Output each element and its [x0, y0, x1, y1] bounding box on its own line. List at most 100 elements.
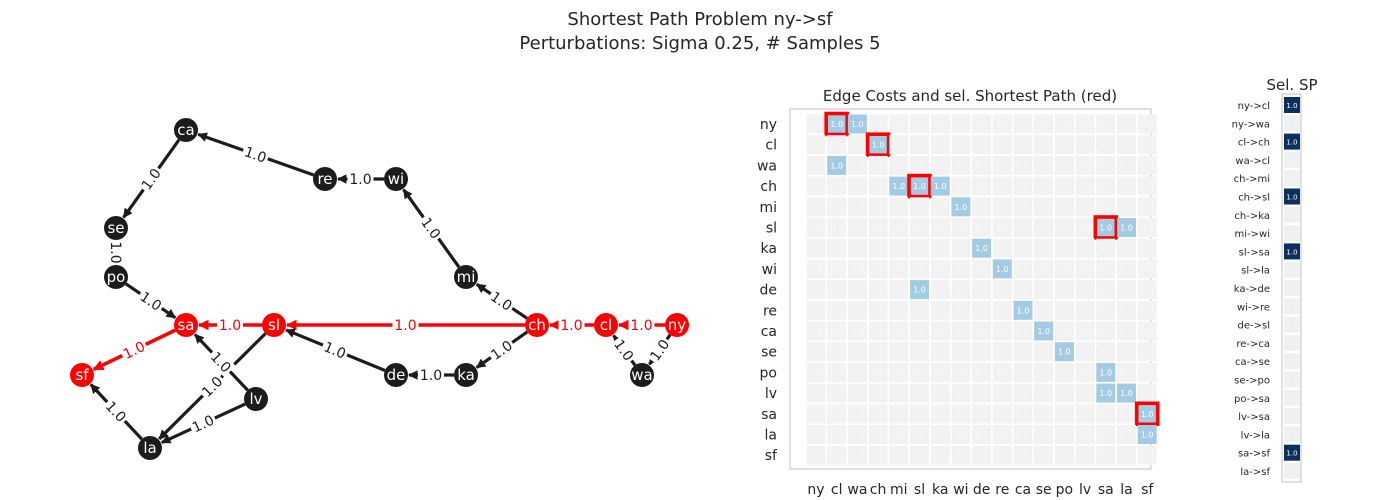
graph-node-re — [313, 167, 337, 191]
matrix-row-label-se: se — [761, 345, 777, 361]
matrix-cell-ca-sf — [1137, 321, 1157, 341]
matrix-cell-value-re-cl: 0.0 — [830, 306, 843, 315]
graph-node-label-sa: sa — [177, 316, 194, 334]
matrix-cell-cl-re — [992, 135, 1012, 155]
matrix-cell-value-sf-po: 0.0 — [1058, 451, 1071, 460]
matrix-col-label-sl: sl — [914, 482, 925, 498]
matrix-cell-value-lv-de: 0.0 — [975, 389, 988, 398]
matrix-cell-ch-ka — [930, 176, 950, 196]
matrix-cell-se-lv — [1075, 342, 1095, 362]
matrix-cell-value-cl-sl: 0.0 — [913, 141, 926, 150]
matrix-cell-wa-de — [972, 155, 992, 175]
matrix-path-highlight-ny-cl — [824, 111, 850, 137]
matrix-path-highlight-cl-ch — [865, 132, 891, 157]
matrix-cell-value-ch-ka: 1.0 — [934, 182, 947, 191]
sel-sp-cell-se->po — [1284, 371, 1300, 388]
sel-sp-row-labels: ny->cl ny->wa cl->ch wa->cl ch->mi ch->sl ch->… — [1232, 101, 1271, 478]
matrix-cell-value-cl-po: 0.0 — [1058, 141, 1071, 150]
matrix-cell-value-de-wa: 0.0 — [851, 286, 864, 295]
graph-node-label-sl: sl — [268, 316, 280, 334]
matrix-cell-sf-sf — [1137, 445, 1157, 465]
matrix-cell-sl-po — [1054, 218, 1074, 237]
matrix-cells: 0.0 1.0 1.0 0.0 0.0 0.0 0.0 0.0 0.0 0.0 0.0 0.0 0.0 0… — [806, 111, 1160, 465]
matrix-cell-value-ka-wa: 0.0 — [851, 244, 864, 253]
graph-node-label-de: de — [387, 366, 406, 384]
matrix-cell-value-la-la: 0.0 — [1120, 431, 1133, 440]
matrix-cell-value-la-sa: 0.0 — [1099, 431, 1112, 440]
matrix-cell-value-de-ch: 0.0 — [872, 286, 885, 295]
matrix-cell-la-sl — [910, 425, 929, 444]
matrix-cell-value-re-re: 0.0 — [996, 306, 1009, 315]
matrix-cell-ny-re — [992, 114, 1012, 134]
matrix-cell-value-ka-sa: 0.0 — [1099, 244, 1112, 253]
matrix-cell-re-wa — [847, 300, 867, 320]
matrix-cell-value-la-po: 0.0 — [1058, 431, 1071, 440]
matrix-cell-value-sa-sl: 0.0 — [913, 410, 926, 419]
matrix-cell-value-ny-wa: 1.0 — [851, 120, 864, 129]
matrix-cell-value-po-ka: 0.0 — [934, 368, 947, 377]
sel-sp-value-sa->sf: 1.0 — [1286, 450, 1297, 458]
matrix-cell-value-lv-cl: 0.0 — [830, 389, 843, 398]
matrix-cell-value-wa-de: 0.0 — [975, 161, 988, 170]
matrix-cell-lv-wi — [951, 383, 971, 403]
matrix-cell-ny-lv — [1075, 114, 1095, 134]
sel-sp-cell-cl->ch — [1284, 133, 1300, 150]
matrix-cell-value-la-ca: 0.0 — [1017, 431, 1030, 440]
graph-edge-label-ny-cl: 1.0 — [630, 318, 652, 334]
sel-sp-row-label-la->sf: la->sf — [1240, 467, 1270, 478]
matrix-cell-wa-lv — [1075, 155, 1095, 175]
matrix-cell-re-de — [972, 300, 992, 320]
matrix-row-label-wa: wa — [757, 158, 777, 174]
matrix-cell-value-wi-sl: 0.0 — [913, 265, 926, 274]
matrix-cell-de-lv — [1075, 280, 1095, 300]
matrix-cell-sf-de — [972, 445, 992, 465]
matrix-cell-value-re-wa: 0.0 — [851, 306, 864, 315]
matrix-cell-sl-sa — [1096, 218, 1116, 237]
matrix-cell-value-sa-sa: 0.0 — [1099, 410, 1112, 419]
matrix-cell-po-wa — [847, 362, 867, 382]
matrix-cell-value-cl-de: 0.0 — [975, 141, 988, 150]
sel-sp-value-de->sl: 0.0 — [1286, 322, 1297, 330]
matrix-cell-re-sl — [910, 300, 929, 320]
matrix-cell-se-mi — [889, 342, 909, 362]
matrix-cell-value-cl-re: 0.0 — [996, 141, 1009, 150]
matrix-cell-lv-sf — [1137, 383, 1157, 403]
matrix-cell-la-mi — [889, 425, 909, 444]
matrix-cell-value-wi-mi: 0.0 — [892, 265, 905, 274]
matrix-cell-sf-re — [992, 445, 1012, 465]
matrix-cell-de-wi — [951, 280, 971, 300]
matrix-cell-value-re-ca: 1.0 — [1017, 306, 1030, 315]
graph-node-label-la: la — [143, 439, 156, 457]
matrix-cell-value-ka-ch: 0.0 — [872, 244, 885, 253]
matrix-cell-value-ch-sa: 0.0 — [1099, 182, 1112, 191]
matrix-cell-value-la-ny: 0.0 — [810, 431, 823, 440]
matrix-cell-value-sl-ca: 0.0 — [1017, 224, 1030, 233]
matrix-cell-ch-sf — [1137, 176, 1157, 196]
matrix-cell-cl-ka — [930, 135, 950, 155]
matrix-cell-value-mi-wi: 1.0 — [955, 203, 968, 212]
matrix-cell-value-mi-ka: 0.0 — [934, 203, 947, 212]
matrix-cell-la-wa — [847, 425, 867, 444]
matrix-cell-po-sl — [910, 362, 929, 382]
graph-nodes: ny cl wa ch mi sl ka wi de re ca se po lv sa la sf — [70, 118, 689, 460]
sel-sp-row-label-ka->de: ka->de — [1234, 284, 1270, 295]
matrix-cell-value-ny-ka: 0.0 — [934, 120, 947, 129]
matrix-cell-la-po — [1054, 425, 1074, 444]
matrix-cell-cl-lv — [1075, 135, 1095, 155]
sel-sp-row-label-se->po: se->po — [1234, 376, 1270, 387]
matrix-cell-wi-sa — [1096, 259, 1116, 279]
matrix-cell-se-wa — [847, 342, 867, 362]
matrix-cell-value-wa-wi: 0.0 — [955, 161, 968, 170]
matrix-cell-la-ca — [1013, 425, 1033, 444]
matrix-cell-ka-lv — [1075, 238, 1095, 258]
matrix-cell-value-wa-wa: 0.0 — [851, 161, 864, 170]
matrix-cell-de-ka — [930, 280, 950, 300]
matrix-cell-ch-lv — [1075, 176, 1095, 196]
matrix-cell-value-po-wi: 0.0 — [955, 368, 968, 377]
matrix-cell-value-lv-re: 0.0 — [996, 389, 1009, 398]
matrix-cell-ca-de — [972, 321, 992, 341]
matrix-cell-value-cl-wi: 0.0 — [955, 141, 968, 150]
matrix-cell-value-mi-po: 0.0 — [1058, 203, 1071, 212]
matrix-cell-ny-ca — [1013, 114, 1033, 134]
graph-node-cl — [594, 313, 618, 337]
